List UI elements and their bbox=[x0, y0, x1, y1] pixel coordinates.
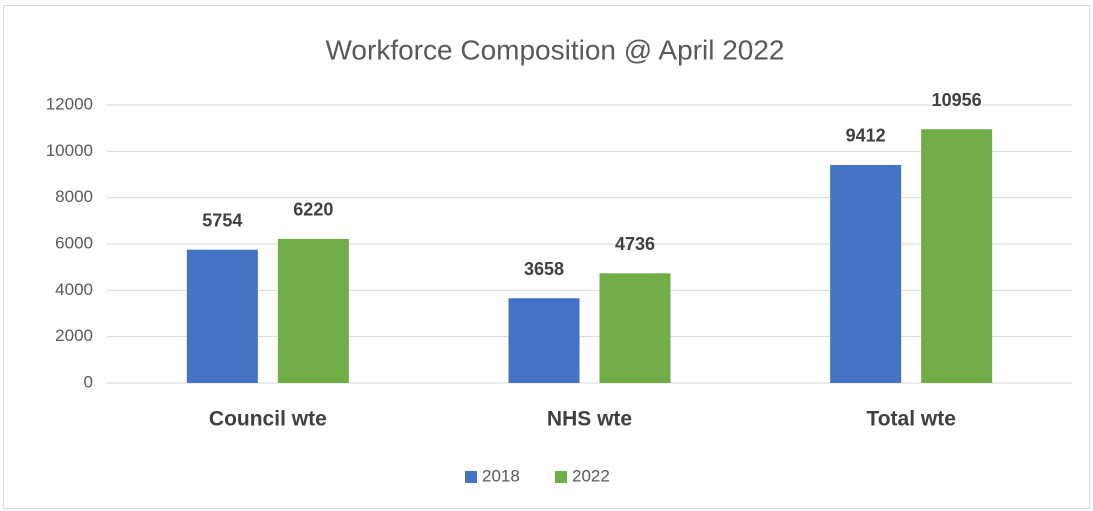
y-tick-label: 6000 bbox=[55, 233, 93, 252]
legend-label: 2022 bbox=[572, 466, 610, 485]
x-tick-label: NHS wte bbox=[547, 408, 632, 431]
legend-swatch bbox=[465, 471, 477, 483]
bar bbox=[599, 273, 671, 383]
bar bbox=[277, 238, 349, 383]
data-label: 10956 bbox=[932, 90, 982, 110]
chart-border bbox=[3, 5, 1090, 509]
y-tick-label: 4000 bbox=[55, 280, 93, 299]
data-label: 5754 bbox=[202, 210, 242, 230]
data-label: 3658 bbox=[524, 259, 564, 279]
data-label: 4736 bbox=[615, 234, 655, 254]
bar bbox=[830, 164, 902, 383]
y-tick-label: 2000 bbox=[55, 326, 93, 345]
y-tick-label: 12000 bbox=[46, 94, 93, 113]
legend-label: 2018 bbox=[482, 466, 520, 485]
data-label: 6220 bbox=[293, 200, 333, 220]
bar bbox=[508, 298, 580, 383]
legend-swatch bbox=[555, 471, 567, 483]
x-tick-label: Council wte bbox=[209, 408, 327, 431]
y-tick-label: 8000 bbox=[55, 187, 93, 206]
y-tick-label: 0 bbox=[84, 372, 93, 391]
chart-title: Workforce Composition @ April 2022 bbox=[326, 34, 785, 65]
y-tick-label: 10000 bbox=[46, 141, 93, 160]
bar bbox=[186, 249, 258, 383]
x-tick-label: Total wte bbox=[866, 408, 955, 431]
data-label: 9412 bbox=[846, 126, 886, 146]
bar bbox=[921, 129, 993, 383]
